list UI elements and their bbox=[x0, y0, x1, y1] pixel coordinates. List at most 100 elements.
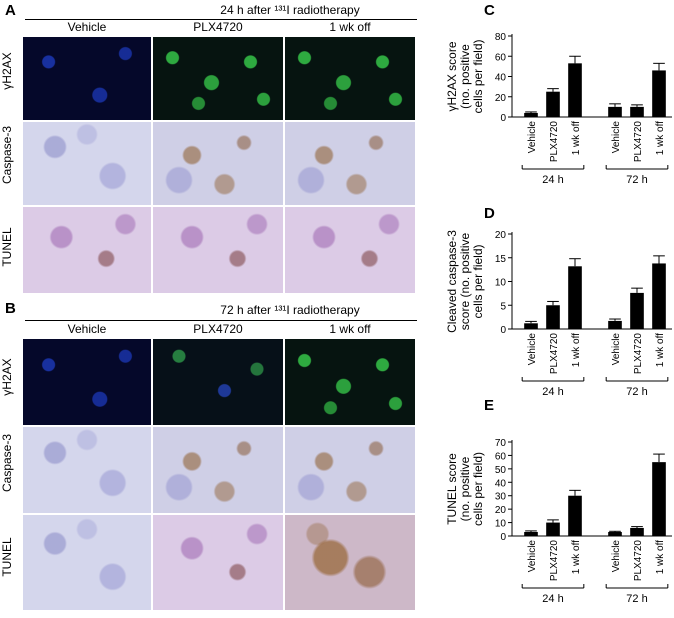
panel-b-gh2ax-plx4720-image bbox=[153, 339, 283, 425]
chart-d-bar-0 bbox=[524, 323, 538, 329]
chart-e-group-label-0: 24 h bbox=[542, 593, 563, 605]
chart-e-ytick-label-1: 10 bbox=[495, 519, 507, 530]
panel-a-row-gh2ax: γH2AX bbox=[0, 52, 14, 90]
panel-label-b: B bbox=[5, 300, 16, 317]
chart-d-ytick-label-4: 20 bbox=[495, 230, 507, 241]
chart-c-category-3: Vehicle bbox=[611, 121, 622, 154]
panel-b-col-1wkoff: 1 wk off bbox=[329, 322, 371, 336]
chart-e-category-1: PLX4720 bbox=[549, 540, 560, 582]
panel-a-col-plx4720: PLX4720 bbox=[193, 20, 243, 34]
panel-a-row-caspase3: Caspase-3 bbox=[0, 125, 14, 185]
chart-c-ylabel-line-1: (no. positive bbox=[458, 44, 472, 109]
chart-e: TUNEL score(no. positivecells per field)… bbox=[430, 400, 674, 613]
chart-c: γH2AX score(no. positivecells per field)… bbox=[430, 0, 674, 200]
chart-d-bar-2 bbox=[568, 266, 582, 329]
panel-a-gh2ax-1wkoff-image bbox=[285, 37, 415, 120]
panel-a-header-rule bbox=[25, 19, 417, 20]
chart-e-svg: TUNEL score(no. positivecells per field)… bbox=[445, 438, 672, 605]
panel-label-a: A bbox=[5, 2, 16, 19]
chart-c-bar-3 bbox=[608, 106, 622, 117]
chart-d-ytick-label-2: 10 bbox=[495, 278, 507, 289]
panel-label-e: E bbox=[484, 397, 495, 414]
chart-e-category-2: 1 wk off bbox=[571, 540, 582, 574]
chart-e-bar-0 bbox=[524, 531, 538, 536]
chart-c-ytick-label-4: 80 bbox=[495, 32, 507, 43]
chart-e-group-label-1: 72 h bbox=[626, 593, 647, 605]
panel-b-tunel-1wkoff-image bbox=[285, 515, 415, 610]
panel-b-header-rule bbox=[25, 320, 417, 321]
chart-c-ytick-label-1: 20 bbox=[495, 93, 507, 104]
chart-c-category-2: 1 wk off bbox=[571, 121, 582, 155]
chart-d-category-4: PLX4720 bbox=[633, 333, 644, 375]
chart-e-ylabel-line-0: TUNEL score bbox=[445, 453, 459, 525]
chart-e-ylabel-line-1: (no. positive bbox=[458, 456, 472, 521]
chart-e-ytick-label-5: 50 bbox=[495, 465, 507, 476]
chart-e-bar-1 bbox=[546, 522, 560, 536]
chart-e-ytick-label-0: 0 bbox=[500, 532, 506, 543]
panel-a-tunel-plx4720-image bbox=[153, 207, 283, 293]
chart-c-bar-4 bbox=[630, 106, 644, 117]
panel-a-col-1wkoff: 1 wk off bbox=[329, 20, 371, 34]
panel-b-col-vehicle: Vehicle bbox=[67, 322, 107, 336]
panel-label-d: D bbox=[484, 205, 495, 222]
chart-c-ylabel: γH2AX score(no. positivecells per field) bbox=[445, 39, 485, 113]
chart-c-bar-2 bbox=[568, 63, 582, 117]
chart-c-category-1: PLX4720 bbox=[549, 121, 560, 163]
chart-e-bar-5 bbox=[652, 462, 666, 536]
chart-e-category-0: Vehicle bbox=[527, 540, 538, 573]
chart-e-ytick-label-4: 40 bbox=[495, 478, 507, 489]
panel-a-caspase3-vehicle-image bbox=[23, 122, 151, 205]
panel-a-col-vehicle: Vehicle bbox=[67, 20, 107, 34]
panel-a-gh2ax-vehicle-image bbox=[23, 37, 151, 120]
chart-d-ytick-label-0: 0 bbox=[500, 325, 506, 336]
panel-a-header: 24 h after ¹³¹I radiotherapy bbox=[220, 3, 360, 17]
chart-e-ylabel-line-2: cells per field) bbox=[471, 452, 485, 526]
chart-d-ylabel-line-2: cells per field) bbox=[471, 244, 485, 318]
chart-c-category-5: 1 wk off bbox=[655, 121, 666, 155]
chart-c-group-label-0: 24 h bbox=[542, 174, 563, 186]
panel-a-row-tunel: TUNEL bbox=[0, 227, 14, 267]
chart-e-category-3: Vehicle bbox=[611, 540, 622, 573]
panel-b-gh2ax-vehicle-image bbox=[23, 339, 151, 425]
chart-c-bar-5 bbox=[652, 70, 666, 117]
panel-b-col-plx4720: PLX4720 bbox=[193, 322, 243, 336]
chart-e-ytick-label-6: 60 bbox=[495, 451, 507, 462]
chart-d-category-5: 1 wk off bbox=[655, 333, 666, 367]
chart-d-bar-1 bbox=[546, 305, 560, 329]
chart-e-bar-4 bbox=[630, 527, 644, 536]
chart-d-category-1: PLX4720 bbox=[549, 333, 560, 375]
chart-c-svg: γH2AX score(no. positivecells per field)… bbox=[445, 32, 672, 186]
chart-d: Cleaved caspase-3score (no. positivecell… bbox=[430, 200, 674, 400]
chart-e-ylabel: TUNEL score(no. positivecells per field) bbox=[445, 452, 485, 526]
chart-c-bar-1 bbox=[546, 91, 560, 117]
chart-d-category-0: Vehicle bbox=[527, 333, 538, 366]
panel-b-header: 72 h after ¹³¹I radiotherapy bbox=[220, 303, 360, 317]
chart-c-ytick-label-2: 40 bbox=[495, 73, 507, 84]
chart-c-ytick-label-3: 60 bbox=[495, 52, 507, 63]
panel-b-tunel-vehicle-image bbox=[23, 515, 151, 610]
panel-b-tunel-plx4720-image bbox=[153, 515, 283, 610]
panel-label-c: C bbox=[484, 2, 495, 19]
chart-d-ytick-label-1: 5 bbox=[500, 301, 506, 312]
chart-d-group-label-1: 72 h bbox=[626, 386, 647, 398]
panel-b-row-caspase3: Caspase-3 bbox=[0, 433, 14, 493]
chart-d-bar-5 bbox=[652, 263, 666, 329]
chart-c-bar-0 bbox=[524, 112, 538, 117]
panel-a-tunel-1wkoff-image bbox=[285, 207, 415, 293]
panel-b-gh2ax-1wkoff-image bbox=[285, 339, 415, 425]
panel-b-caspase3-plx4720-image bbox=[153, 427, 283, 513]
chart-c-ylabel-line-0: γH2AX score bbox=[445, 41, 459, 111]
chart-c-group-label-1: 72 h bbox=[626, 174, 647, 186]
chart-c-category-0: Vehicle bbox=[527, 121, 538, 154]
panel-b-row-tunel: TUNEL bbox=[0, 537, 14, 577]
chart-c-category-4: PLX4720 bbox=[633, 121, 644, 163]
chart-e-category-4: PLX4720 bbox=[633, 540, 644, 582]
panel-b-row-gh2ax: γH2AX bbox=[0, 358, 14, 396]
chart-d-svg: Cleaved caspase-3score (no. positivecell… bbox=[445, 230, 672, 398]
chart-d-group-label-0: 24 h bbox=[542, 386, 563, 398]
chart-d-ylabel-line-1: score (no. positive bbox=[458, 232, 472, 330]
chart-d-ytick-label-3: 15 bbox=[495, 254, 507, 265]
chart-e-ytick-label-7: 70 bbox=[495, 438, 507, 449]
panel-a-caspase3-plx4720-image bbox=[153, 122, 283, 205]
chart-d-ylabel-line-0: Cleaved caspase-3 bbox=[445, 230, 459, 333]
